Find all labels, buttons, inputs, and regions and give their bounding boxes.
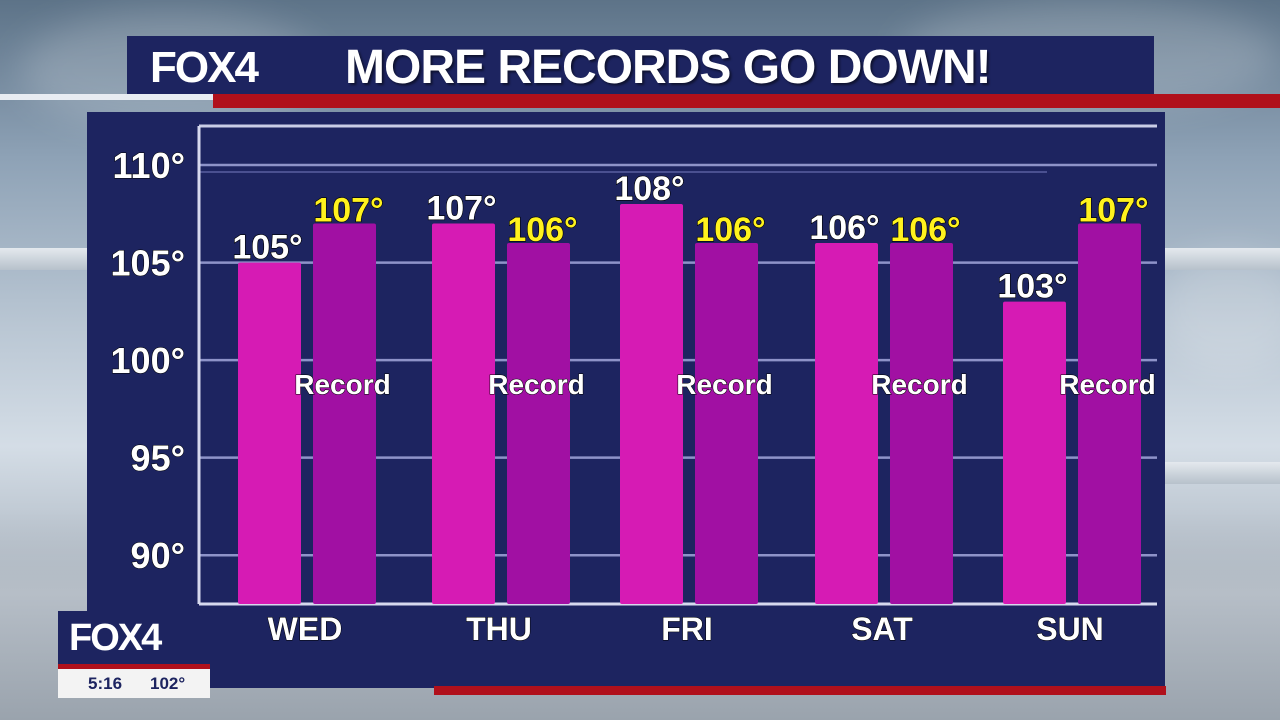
record-bar [313, 223, 376, 604]
station-bug: FOX4 5:16 102° [58, 611, 210, 698]
bug-info-box: 5:16 102° [58, 669, 210, 698]
record-series-label: Record [1059, 369, 1155, 400]
forecast-value-label: 103° [997, 268, 1067, 306]
forecast-bar [1003, 301, 1066, 604]
forecast-bar [815, 243, 878, 604]
studio-rail-right [1165, 248, 1280, 270]
y-tick-label: 95° [131, 438, 185, 479]
record-series-label: Record [488, 369, 584, 400]
record-value-label: 107° [1078, 192, 1148, 230]
header-accent-red [213, 94, 1280, 108]
record-value-label: 106° [695, 211, 765, 249]
forecast-value-label: 106° [809, 209, 879, 247]
panel-accent-red [434, 686, 1166, 695]
studio-rail-left [0, 248, 90, 270]
record-series-label: Record [294, 369, 390, 400]
record-value-label: 107° [313, 192, 383, 230]
y-tick-label: 105° [111, 243, 185, 284]
bug-logo-box: FOX4 [58, 611, 210, 669]
current-time: 5:16 [88, 674, 123, 693]
record-bar [695, 243, 758, 604]
forecast-bar [620, 204, 683, 604]
forecast-value-label: 107° [426, 190, 496, 228]
studio-rail-right-low [1165, 462, 1280, 484]
record-bar [1078, 223, 1141, 604]
x-category-label: SAT [851, 611, 913, 647]
y-tick-label: 110° [113, 145, 185, 186]
record-series-label: Record [871, 369, 967, 400]
record-series-label: Record [676, 369, 772, 400]
page-title: MORE RECORDS GO DOWN! [345, 41, 992, 94]
x-category-label: SUN [1036, 611, 1104, 647]
record-bar [890, 243, 953, 604]
forecast-bar [238, 262, 301, 604]
header-accent-white [0, 94, 215, 100]
record-value-label: 106° [507, 211, 577, 249]
temperature-chart: 90° 95° 100° 105° 110° 105° 107° Record WED 107° 1… [110, 124, 1157, 648]
forecast-value-label: 108° [614, 170, 684, 208]
forecast-value-label: 105° [232, 229, 302, 267]
y-tick-label: 90° [131, 535, 185, 576]
fox4-bug-logo: FOX4 [69, 617, 162, 659]
record-bar [507, 243, 570, 604]
y-tick-label: 100° [111, 340, 185, 381]
fox4-logo: FOX4 [150, 43, 259, 92]
record-value-label: 106° [890, 211, 960, 249]
sky-cloud [1160, 250, 1280, 370]
x-category-label: FRI [661, 611, 713, 647]
header-bar [127, 36, 1154, 94]
x-category-label: THU [466, 611, 532, 647]
x-category-label: WED [268, 611, 343, 647]
forecast-bar [432, 223, 495, 604]
current-temperature: 102° [150, 674, 186, 693]
